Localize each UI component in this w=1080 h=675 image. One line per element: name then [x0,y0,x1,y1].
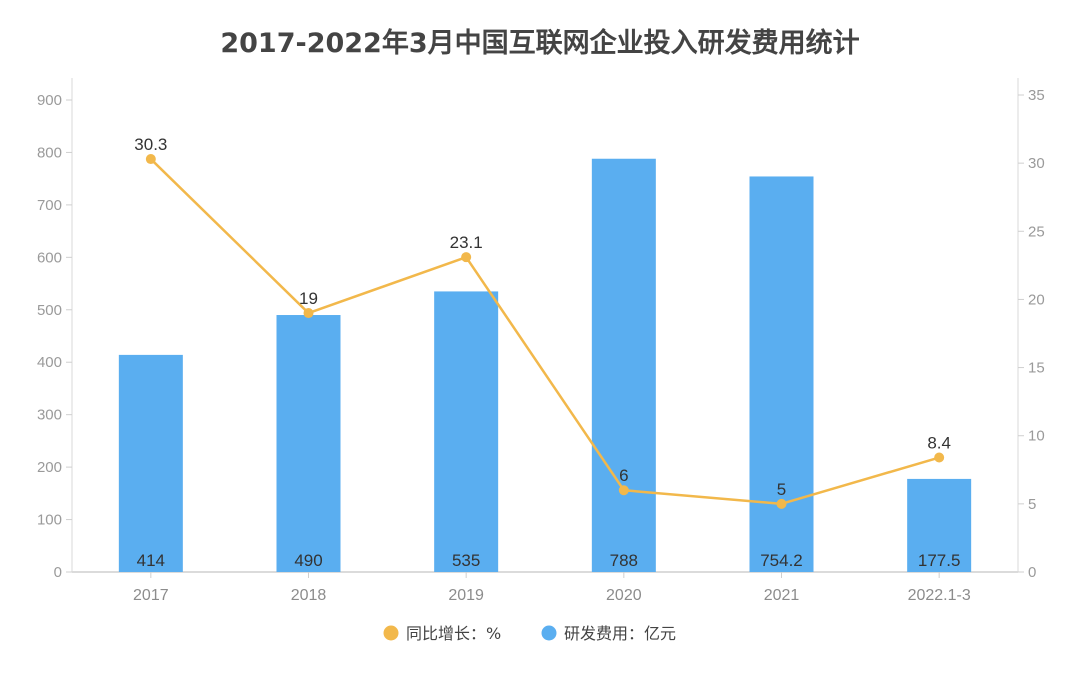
bar-2022.1-3 [907,478,972,572]
bar-value-label: 490 [294,551,322,570]
bar-value-label: 788 [610,551,638,570]
x-tick-label: 2017 [133,587,169,604]
growth-value-label: 23.1 [450,233,483,252]
growth-value-label: 19 [299,289,318,308]
y-right-tick-label: 5 [1028,496,1036,513]
growth-value-label: 5 [777,480,786,499]
growth-point-2020 [618,485,629,496]
y-left-tick-label: 600 [37,249,62,266]
y-right-tick-label: 15 [1028,360,1045,377]
y-right-tick-label: 35 [1028,87,1045,104]
line-series [145,154,945,509]
y-left-tick-label: 400 [37,354,62,371]
bar-value-label: 754.2 [760,551,803,570]
y-right-tick-label: 10 [1028,428,1045,445]
legend-swatch [383,625,399,641]
data-labels: 414 490 535 788 754.2 177.5 30.3 19 23.1 6 5 8.4 [134,135,960,570]
bar-value-label: 535 [452,551,480,570]
x-tick-label: 2018 [291,587,327,604]
growth-value-label: 6 [619,466,628,485]
bar-value-label: 414 [137,551,165,570]
growth-point-2018 [303,308,314,319]
bar-2017 [118,354,183,572]
y-right-tick-label: 30 [1028,155,1045,172]
x-tick-label: 2019 [448,587,484,604]
bars [118,158,972,573]
bar-2021 [749,176,814,573]
axes: 0 100 200 300 400 500 600 700 800 900 0 5 10 15 20 25 30… [37,78,1045,604]
x-tick-label: 2021 [764,587,800,604]
growth-line [149,158,940,506]
x-tick-label: 2020 [606,587,642,604]
legend-label: 研发费用：亿元 [564,624,676,643]
growth-value-label: 30.3 [134,135,167,154]
legend-label: 同比增长：% [406,624,501,643]
bar-2019 [434,291,499,572]
y-left-tick-label: 0 [54,564,62,581]
chart-title: 2017-2022年3月中国互联网企业投入研发费用统计 [220,27,859,59]
y-right-tick-label: 25 [1028,223,1045,240]
growth-value-label: 8.4 [927,434,951,453]
y-left-tick-label: 100 [37,512,62,529]
y-left-tick-label: 800 [37,144,62,161]
y-left-tick-label: 300 [37,407,62,424]
bar-2020 [591,158,656,572]
bar-2018 [276,315,341,572]
growth-point-2021 [776,498,787,509]
legend: 同比增长：% 研发费用：亿元 [383,624,676,643]
growth-point-2022.1-3 [934,452,945,463]
bar-value-label: 177.5 [918,551,961,570]
y-left-tick-label: 200 [37,459,62,476]
x-tick-label: 2022.1-3 [908,587,971,604]
y-right-tick-label: 0 [1028,564,1036,581]
legend-swatch [541,625,557,641]
growth-point-2019 [461,252,472,263]
y-left-tick-label: 500 [37,302,62,319]
y-left-tick-label: 700 [37,197,62,214]
growth-point-2017 [145,154,156,165]
y-right-tick-label: 20 [1028,291,1045,308]
y-left-tick-label: 900 [37,92,62,109]
